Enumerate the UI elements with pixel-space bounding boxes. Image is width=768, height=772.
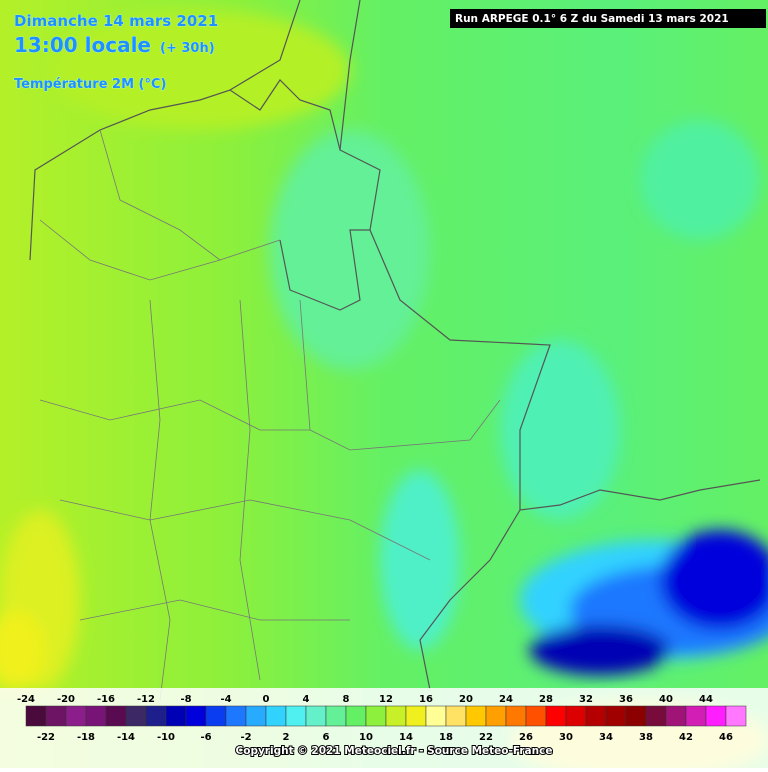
color-swatch bbox=[245, 705, 267, 727]
colorbar-label: -20 bbox=[57, 694, 75, 705]
colorbar-label: 14 bbox=[399, 732, 413, 743]
colorbar-label: 42 bbox=[679, 732, 693, 743]
parameter: Température 2M (°C) bbox=[14, 77, 166, 92]
color-swatch bbox=[385, 705, 407, 727]
color-swatch bbox=[465, 705, 487, 727]
color-swatch bbox=[665, 705, 687, 727]
color-swatch bbox=[485, 705, 507, 727]
colorbar-label: 44 bbox=[699, 694, 713, 705]
color-swatch bbox=[505, 705, 527, 727]
colorbar-label: -16 bbox=[97, 694, 115, 705]
color-swatch bbox=[145, 705, 167, 727]
color-swatch bbox=[645, 705, 667, 727]
colorbar-label: -6 bbox=[200, 732, 211, 743]
regions bbox=[39, 129, 501, 701]
colorbar-label: 26 bbox=[519, 732, 533, 743]
color-swatch bbox=[105, 705, 127, 727]
colorbar-label: 4 bbox=[303, 694, 310, 705]
colorbar-label: 38 bbox=[639, 732, 653, 743]
colorbar-label: 24 bbox=[499, 694, 513, 705]
color-swatch bbox=[365, 705, 387, 727]
colorbar-label: 36 bbox=[619, 694, 633, 705]
colorbar-label: 12 bbox=[379, 694, 393, 705]
colorbar-panel bbox=[0, 688, 768, 768]
colorbar-label: -18 bbox=[77, 732, 95, 743]
color-swatch bbox=[25, 705, 47, 727]
colorbar-label: 30 bbox=[559, 732, 573, 743]
color-swatch bbox=[45, 705, 67, 727]
color-swatch bbox=[85, 705, 107, 727]
colorbar-label: 16 bbox=[419, 694, 433, 705]
colorbar-label: 6 bbox=[323, 732, 330, 743]
color-swatch bbox=[545, 705, 567, 727]
colorbar-label: 34 bbox=[599, 732, 613, 743]
colorbar-label: -12 bbox=[137, 694, 155, 705]
color-swatch bbox=[185, 705, 207, 727]
run-label: Run ARPEGE 0.1° 6 Z du Samedi 13 mars 20… bbox=[455, 13, 729, 25]
color-swatch bbox=[425, 705, 447, 727]
color-swatch bbox=[625, 705, 647, 727]
borders bbox=[29, 0, 761, 691]
color-swatch bbox=[605, 705, 627, 727]
color-swatch bbox=[165, 705, 187, 727]
colorbar-label: -4 bbox=[220, 694, 231, 705]
colorbar-label: -14 bbox=[117, 732, 135, 743]
color-swatch bbox=[65, 705, 87, 727]
color-swatch bbox=[705, 705, 727, 727]
colorbar-label: -10 bbox=[157, 732, 175, 743]
colorbar-label: -22 bbox=[37, 732, 55, 743]
color-swatch bbox=[525, 705, 547, 727]
colorbar-label: 18 bbox=[439, 732, 453, 743]
colorbar-label: -24 bbox=[17, 694, 35, 705]
copyright: Copyright © 2021 Meteociel.fr - Source M… bbox=[236, 745, 553, 757]
color-swatch bbox=[725, 705, 747, 727]
color-swatch bbox=[225, 705, 247, 727]
color-swatch bbox=[445, 705, 467, 727]
color-swatch bbox=[685, 705, 707, 727]
colorbar-label: -8 bbox=[180, 694, 191, 705]
colorbar-label: 28 bbox=[539, 694, 553, 705]
colorbar-label: 22 bbox=[479, 732, 493, 743]
colorbar-label: -2 bbox=[240, 732, 251, 743]
colorbar-label: 46 bbox=[719, 732, 733, 743]
color-swatch bbox=[265, 705, 287, 727]
colorbar-label: 20 bbox=[459, 694, 473, 705]
colorbar-label: 8 bbox=[343, 694, 350, 705]
color-swatch bbox=[345, 705, 367, 727]
color-swatch bbox=[585, 705, 607, 727]
color-swatch bbox=[565, 705, 587, 727]
color-swatch bbox=[405, 705, 427, 727]
color-swatch bbox=[125, 705, 147, 727]
color-swatch bbox=[285, 705, 307, 727]
color-swatch bbox=[305, 705, 327, 727]
colorbar-label: 32 bbox=[579, 694, 593, 705]
time: 13:00 locale bbox=[14, 33, 151, 57]
color-swatch bbox=[325, 705, 347, 727]
colorbar-label: 2 bbox=[283, 732, 290, 743]
colorbar: -24-22-20-18-16-14-12-10-8-6-4-202468101… bbox=[17, 694, 747, 743]
offset: (+ 30h) bbox=[160, 41, 215, 56]
run-box bbox=[450, 9, 766, 28]
date: Dimanche 14 mars 2021 bbox=[14, 12, 218, 30]
colorbar-label: 10 bbox=[359, 732, 373, 743]
colorbar-label: 40 bbox=[659, 694, 673, 705]
colorbar-label: 0 bbox=[263, 694, 270, 705]
color-swatch bbox=[205, 705, 227, 727]
